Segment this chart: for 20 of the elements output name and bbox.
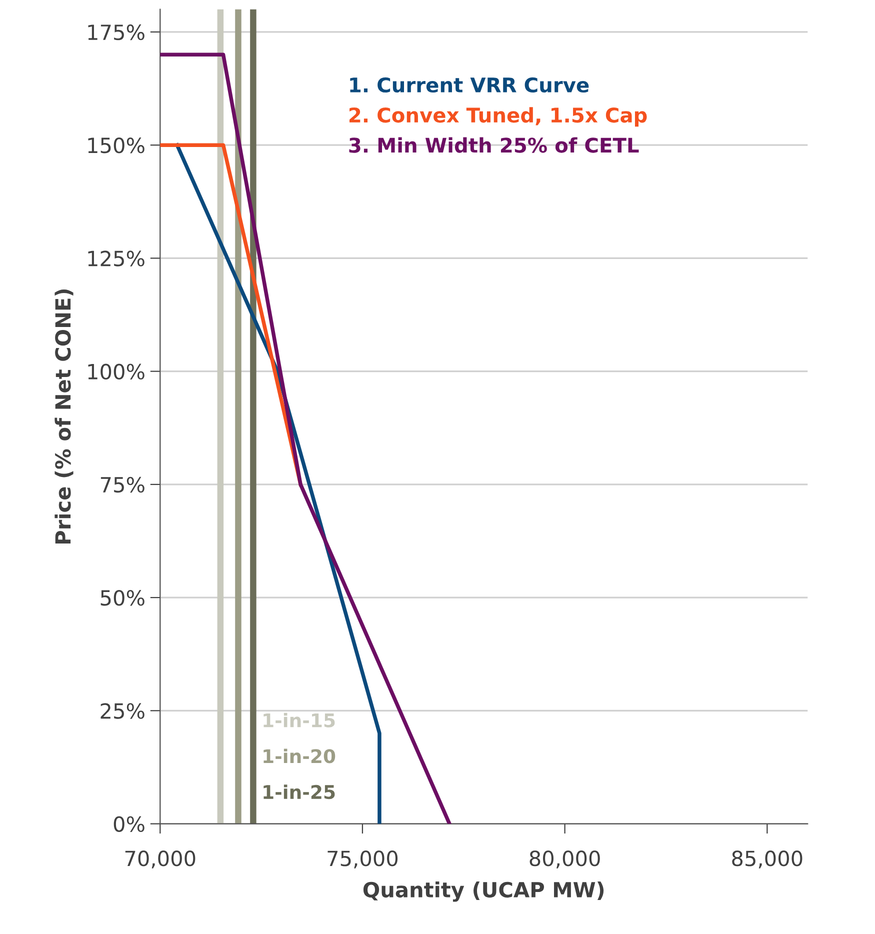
y-axis-title: Price (% of Net CONE) <box>54 290 74 544</box>
y-tick-label: 75% <box>100 476 144 493</box>
ref-line-label: 1-in-20 <box>264 748 336 764</box>
y-tick-label: 50% <box>100 590 144 606</box>
y-tick-label: 25% <box>100 703 144 719</box>
ref-line-label: 1-in-15 <box>264 712 335 728</box>
ref-line-label: 1-in-25 <box>264 784 335 800</box>
text: 3. Min Width 25% of CETL <box>349 137 639 153</box>
y-tick-label: 0% <box>114 816 144 832</box>
y-tick-label: 125% <box>88 250 144 266</box>
x-tick-label: 70,000 <box>125 850 196 868</box>
text: 2. Convex Tuned, 1.5x Cap <box>349 107 647 127</box>
y-tick-label: 150% <box>88 138 144 154</box>
y-tick-label: 100% <box>88 364 144 380</box>
y-tick-label: 175% <box>88 24 144 40</box>
text: 1. Current VRR Curve <box>350 77 589 93</box>
x-axis-title: Quantity (UCAP MW) <box>363 881 604 902</box>
x-tick-label: 75,000 <box>328 850 398 868</box>
x-tick-label: 85,000 <box>732 850 802 868</box>
x-tick-label: 80,000 <box>530 850 600 868</box>
